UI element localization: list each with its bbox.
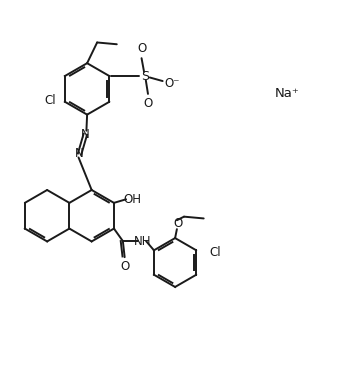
Text: Cl: Cl <box>45 94 57 107</box>
Text: O: O <box>137 42 146 55</box>
Text: O: O <box>173 216 182 230</box>
Text: Na⁺: Na⁺ <box>275 87 300 100</box>
Text: Cl: Cl <box>210 246 221 258</box>
Text: N: N <box>75 147 84 161</box>
Text: O⁻: O⁻ <box>164 77 180 91</box>
Text: S: S <box>141 70 149 82</box>
Text: OH: OH <box>123 193 141 206</box>
Text: O: O <box>121 260 130 273</box>
Text: N: N <box>81 128 90 141</box>
Text: NH: NH <box>134 235 151 247</box>
Text: O: O <box>143 97 153 110</box>
